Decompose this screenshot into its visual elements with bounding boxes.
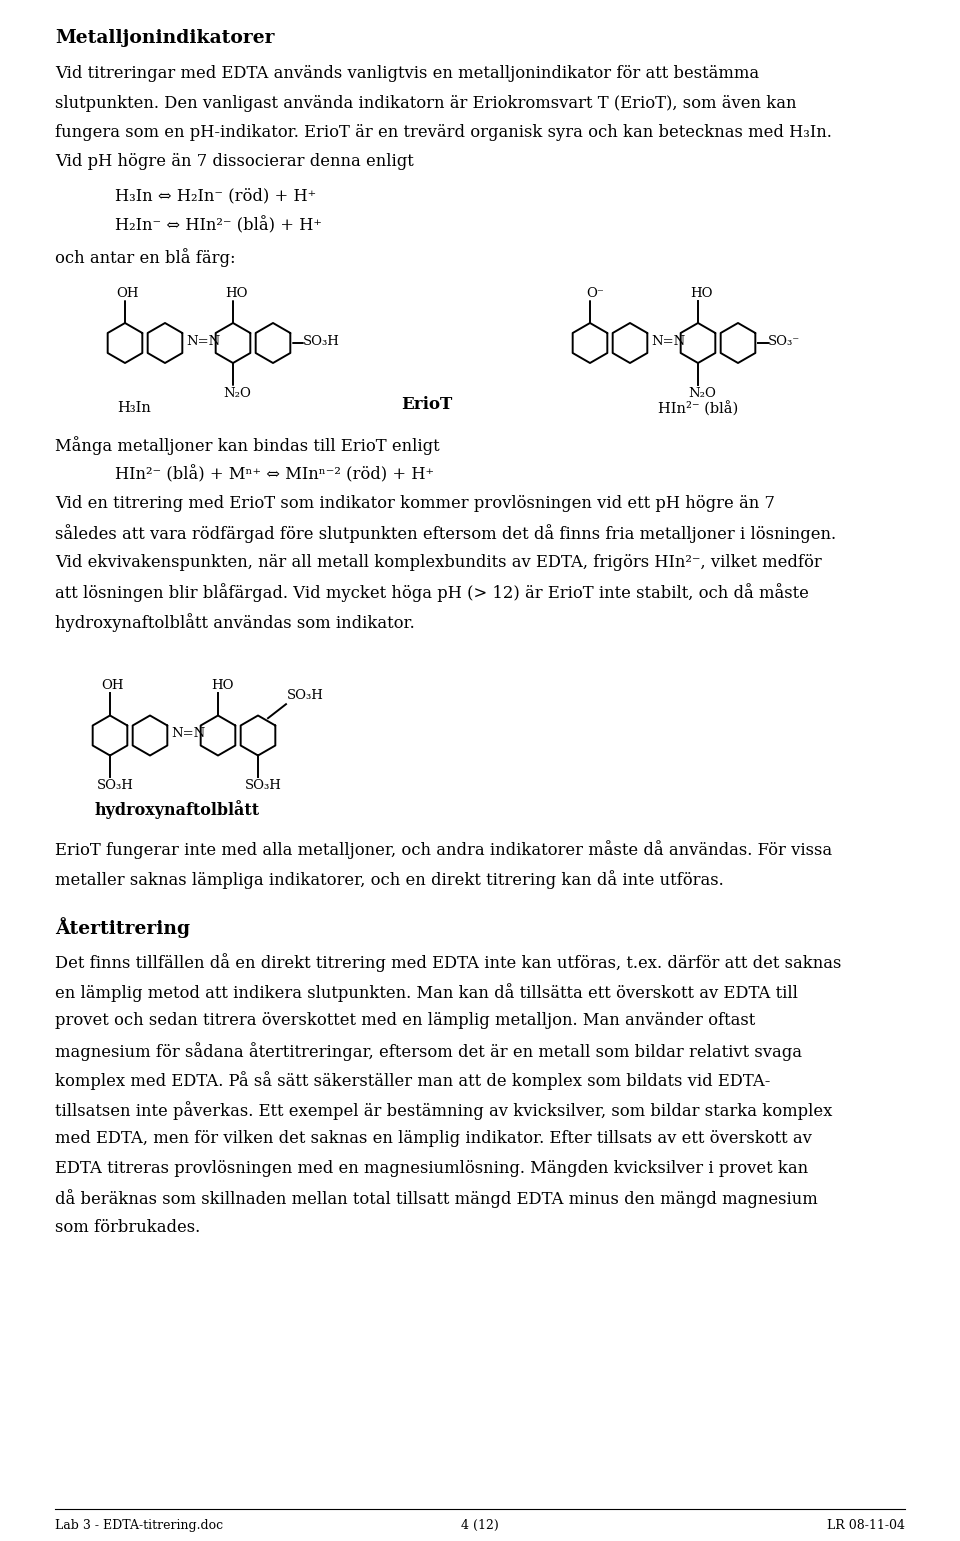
Text: LR 08-11-04: LR 08-11-04 (827, 1519, 905, 1532)
Text: ErioT fungerar inte med alla metalljoner, och andra indikatorer måste då använda: ErioT fungerar inte med alla metalljoner… (55, 840, 832, 860)
Text: N=N: N=N (171, 727, 205, 741)
Text: SO₃H: SO₃H (97, 780, 133, 792)
Text: att lösningen blir blåfärgad. Vid mycket höga pH (> 12) är ErioT inte stabilt, o: att lösningen blir blåfärgad. Vid mycket… (55, 584, 809, 603)
Text: en lämplig metod att indikera slutpunkten. Man kan då tillsätta ett överskott av: en lämplig metod att indikera slutpunkte… (55, 983, 798, 1002)
Text: Det finns tillfällen då en direkt titrering med EDTA inte kan utföras, t.ex. där: Det finns tillfällen då en direkt titrer… (55, 954, 841, 972)
Text: HO: HO (211, 680, 233, 692)
Text: H₃In: H₃In (117, 401, 151, 415)
Text: H₂In⁻ ⇔ HIn²⁻ (blå) + H⁺: H₂In⁻ ⇔ HIn²⁻ (blå) + H⁺ (115, 216, 322, 234)
Text: Lab 3 - EDTA-titrering.doc: Lab 3 - EDTA-titrering.doc (55, 1519, 223, 1532)
Text: magnesium för sådana återtitreringar, eftersom det är en metall som bildar relat: magnesium för sådana återtitreringar, ef… (55, 1042, 802, 1060)
Text: komplex med EDTA. På så sätt säkerställer man att de komplex som bildats vid EDT: komplex med EDTA. På så sätt säkerställe… (55, 1071, 770, 1091)
Text: Vid en titrering med ErioT som indikator kommer provlösningen vid ett pH högre ä: Vid en titrering med ErioT som indikator… (55, 495, 775, 512)
Text: N₂O: N₂O (223, 387, 251, 401)
Text: EDTA titreras provlösningen med en magnesiumlösning. Mängden kvicksilver i prove: EDTA titreras provlösningen med en magne… (55, 1160, 808, 1177)
Text: SO₃H: SO₃H (303, 336, 340, 348)
Text: HO: HO (225, 287, 248, 300)
Text: ErioT: ErioT (401, 396, 452, 413)
Text: 4 (12): 4 (12) (461, 1519, 499, 1532)
Text: SO₃H: SO₃H (287, 689, 324, 703)
Text: HIn²⁻ (blå) + Mⁿ⁺ ⇔ MInⁿ⁻² (röd) + H⁺: HIn²⁻ (blå) + Mⁿ⁺ ⇔ MInⁿ⁻² (röd) + H⁺ (115, 465, 434, 482)
Text: metaller saknas lämpliga indikatorer, och en direkt titrering kan då inte utföra: metaller saknas lämpliga indikatorer, oc… (55, 871, 724, 889)
Text: HO: HO (690, 287, 712, 300)
Text: således att vara rödfärgad före slutpunkten eftersom det då finns fria metalljon: således att vara rödfärgad före slutpunk… (55, 524, 836, 544)
Text: N₂O: N₂O (688, 387, 716, 401)
Text: Återtitrering: Återtitrering (55, 917, 190, 938)
Text: hydroxynaftolblått användas som indikator.: hydroxynaftolblått användas som indikato… (55, 613, 415, 632)
Text: då beräknas som skillnaden mellan total tillsatt mängd EDTA minus den mängd magn: då beräknas som skillnaden mellan total … (55, 1190, 818, 1208)
Text: fungera som en pH-indikator. ErioT är en trevärd organisk syra och kan betecknas: fungera som en pH-indikator. ErioT är en… (55, 123, 832, 140)
Text: provet och sedan titrera överskottet med en lämplig metalljon. Man använder ofta: provet och sedan titrera överskottet med… (55, 1012, 756, 1029)
Text: Vid pH högre än 7 dissocierar denna enligt: Vid pH högre än 7 dissocierar denna enli… (55, 154, 414, 171)
Text: OH: OH (101, 680, 124, 692)
Text: SO₃⁻: SO₃⁻ (768, 336, 801, 348)
Text: N=N: N=N (651, 334, 685, 348)
Text: Metalljonindikatorer: Metalljonindikatorer (55, 29, 275, 46)
Text: med EDTA, men för vilken det saknas en lämplig indikator. Efter tillsats av ett : med EDTA, men för vilken det saknas en l… (55, 1131, 812, 1148)
Text: tillsatsen inte påverkas. Ett exempel är bestämning av kvicksilver, som bildar s: tillsatsen inte påverkas. Ett exempel är… (55, 1100, 832, 1120)
Text: som förbrukades.: som förbrukades. (55, 1219, 201, 1236)
Text: Vid titreringar med EDTA används vanligtvis en metalljonindikator för att bestäm: Vid titreringar med EDTA används vanligt… (55, 65, 759, 82)
Text: slutpunkten. Den vanligast använda indikatorn är Eriokromsvart T (ErioT), som äv: slutpunkten. Den vanligast använda indik… (55, 94, 797, 111)
Text: hydroxynaftolblått: hydroxynaftolblått (95, 800, 260, 820)
Text: och antar en blå färg:: och antar en blå färg: (55, 248, 235, 267)
Text: HIn²⁻ (blå): HIn²⁻ (blå) (658, 401, 738, 416)
Text: SO₃H: SO₃H (245, 780, 282, 792)
Text: O⁻: O⁻ (586, 287, 604, 300)
Text: N=N: N=N (186, 334, 220, 348)
Text: Vid ekvivakenspunkten, när all metall komplexbundits av EDTA, frigörs HIn²⁻, vil: Vid ekvivakenspunkten, när all metall ko… (55, 555, 822, 572)
Text: Många metalljoner kan bindas till ErioT enligt: Många metalljoner kan bindas till ErioT … (55, 436, 440, 455)
Text: H₃In ⇔ H₂In⁻ (röd) + H⁺: H₃In ⇔ H₂In⁻ (röd) + H⁺ (115, 186, 316, 203)
Text: OH: OH (116, 287, 138, 300)
